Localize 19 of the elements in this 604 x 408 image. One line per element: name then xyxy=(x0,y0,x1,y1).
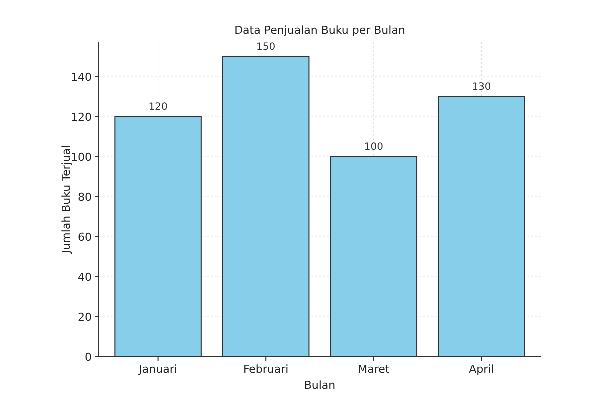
data-label: 100 xyxy=(364,142,384,153)
x-tick-label: Februari xyxy=(243,363,289,376)
x-axis-title: Bulan xyxy=(304,379,336,392)
y-axis-title: Jumlah Buku Terjual xyxy=(60,145,73,255)
data-label: 120 xyxy=(148,102,168,113)
data-label: 130 xyxy=(472,82,492,93)
chart-title: Data Penjualan Buku per Bulan xyxy=(234,24,406,37)
x-tick-label: Januari xyxy=(138,363,178,376)
y-tick-label: 120 xyxy=(71,110,92,124)
y-tick-label: 60 xyxy=(78,230,92,244)
y-tick-label: 20 xyxy=(78,310,92,324)
y-tick-label: 80 xyxy=(78,190,92,204)
y-tick-label: 140 xyxy=(71,70,92,84)
y-tick-label: 40 xyxy=(78,270,92,284)
x-tick-label: Maret xyxy=(358,363,390,376)
x-tick-label: April xyxy=(469,363,494,376)
y-tick-label: 0 xyxy=(85,350,92,364)
y-tick-label: 100 xyxy=(71,150,92,164)
data-label: 150 xyxy=(256,42,276,53)
